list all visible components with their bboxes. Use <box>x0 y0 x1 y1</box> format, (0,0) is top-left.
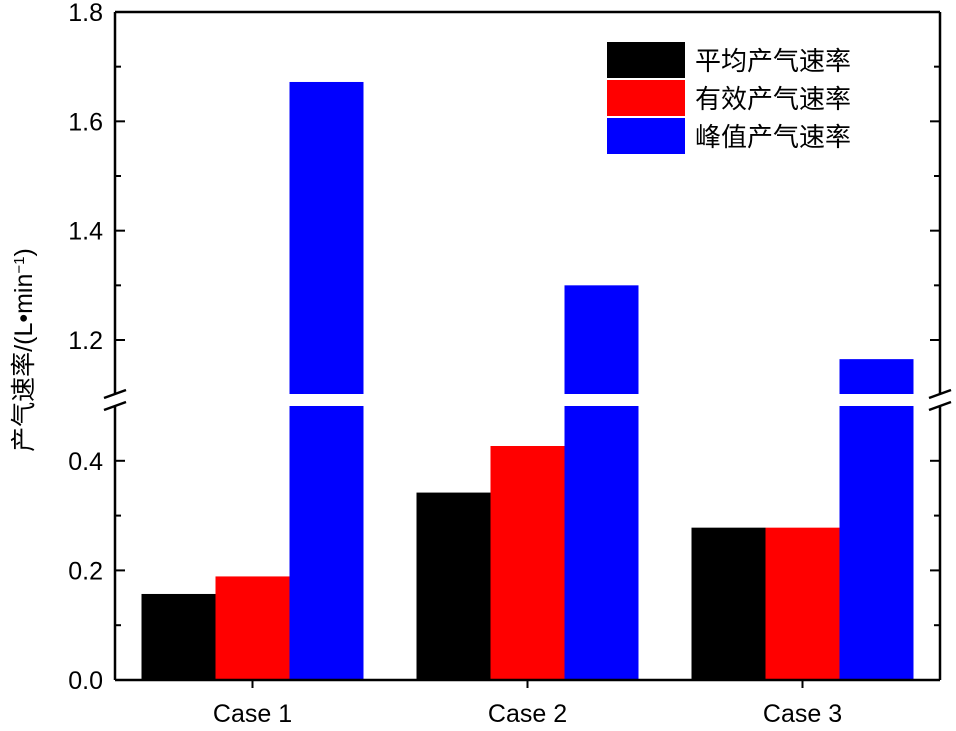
ticks-layer: Case 1 Case 2 Case 3 0.0 0.2 0.4 1.2 1.4 1.6 1.8 <box>68 0 940 728</box>
y-axis-label: 产气速率/(L•min−1) <box>10 248 38 452</box>
x-tick-label: Case 2 <box>488 700 567 726</box>
legend-swatch-1 <box>607 42 685 78</box>
axis-break <box>116 394 939 406</box>
bar-2-3 <box>564 285 639 680</box>
y-tick-label: 1.4 <box>68 218 103 246</box>
bar-1-1 <box>141 593 216 680</box>
break-slash-right-1 <box>928 388 952 400</box>
bar-3-1 <box>691 527 766 680</box>
y-axis-label-exponent: −1 <box>11 257 28 274</box>
bar-1-2 <box>215 576 290 680</box>
bar-2-2 <box>490 446 565 680</box>
x-tick-label: Case 1 <box>213 700 292 726</box>
bar-1-3 <box>289 81 364 681</box>
bars-layer <box>141 81 914 681</box>
y-tick-label: 1.2 <box>68 327 103 355</box>
y-axis-label-main: 产气速率/ <box>10 345 38 452</box>
break-slash-right-2 <box>928 400 952 412</box>
legend-label-2: 有效产气速率 <box>695 85 851 115</box>
break-slash-left-2 <box>103 400 127 412</box>
y-axis-label-close: ) <box>10 248 38 256</box>
y-tick-label: 1.6 <box>68 108 103 136</box>
bar-2-1 <box>416 492 491 680</box>
y-tick-label: 1.8 <box>68 0 103 27</box>
y-tick-label: 0.0 <box>68 667 103 695</box>
legend-label-1: 平均产气速率 <box>695 47 851 77</box>
x-tick-label: Case 3 <box>763 700 842 726</box>
legend-label-3: 峰值产气速率 <box>695 123 851 153</box>
legend-swatch-3 <box>607 118 685 154</box>
y-tick-label: 0.2 <box>68 557 103 585</box>
break-gap <box>116 394 939 406</box>
legend-swatch-2 <box>607 80 685 116</box>
y-axis-label-units: (L•min <box>10 274 38 345</box>
bar-3-3 <box>839 359 914 680</box>
y-tick-label: 0.4 <box>68 448 103 476</box>
bar-3-2 <box>765 527 840 680</box>
break-slash-left-1 <box>103 388 127 400</box>
